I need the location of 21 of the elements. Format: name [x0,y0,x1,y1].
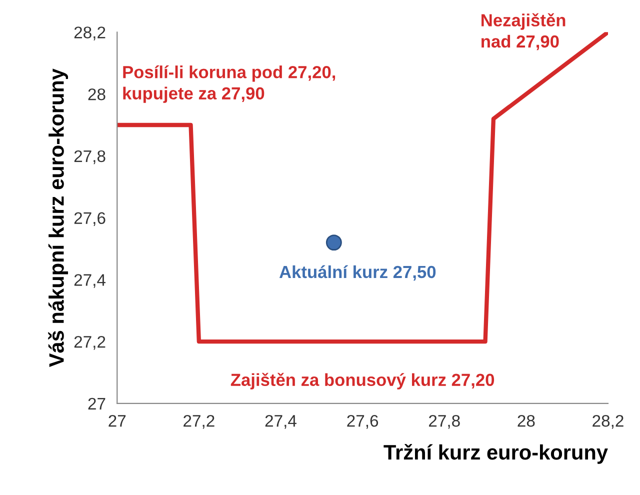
x-tick-label: 27,4 [265,414,296,429]
y-tick-label: 28 [88,88,106,100]
line-series [117,32,608,344]
x-tick-label: 28,2 [592,414,624,429]
y-tick-label: 27,2 [74,336,106,350]
x-tick-label: 27 [108,414,126,427]
annotation: Aktuální kurz 27,50 [279,265,436,281]
x-tick-label: 28 [518,414,535,427]
annotation: Nezajištěn nad 27,90 [482,13,566,50]
x-tick-label: 27,6 [347,414,378,429]
x-axis-title: Tržní kurz euro-koruny [384,444,608,464]
y-tick-label: 27,8 [74,150,106,164]
y-tick-label: 28,2 [74,26,106,40]
y-tick-label: 27,4 [74,274,106,288]
annotation: Zajištěn za bonusový kurz 27,20 [230,372,494,390]
y-tick-label: 27 [88,398,106,410]
y-tick-label: 27,6 [74,212,106,226]
x-tick-label: 27,2 [184,414,214,429]
y-axis-title: Váš nákupní kurz euro-koruny [48,68,68,367]
x-tick-label: 27,8 [428,414,460,429]
annotation: Posílí-li koruna pod 27,20, kupujete za 27,90 [123,65,336,103]
